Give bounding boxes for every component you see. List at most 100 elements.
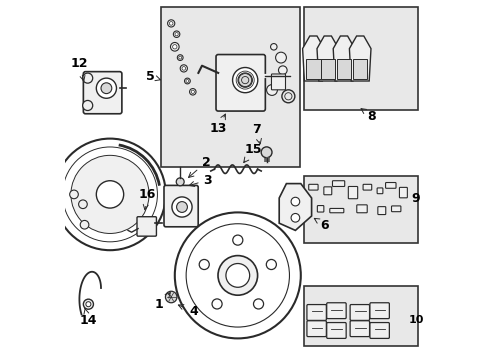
Circle shape xyxy=(253,299,264,309)
Circle shape xyxy=(275,52,286,63)
Circle shape xyxy=(238,73,252,87)
FancyBboxPatch shape xyxy=(377,188,383,194)
Circle shape xyxy=(86,302,91,307)
Circle shape xyxy=(212,299,222,309)
Circle shape xyxy=(186,80,189,82)
Circle shape xyxy=(233,67,258,93)
Circle shape xyxy=(270,44,277,50)
Polygon shape xyxy=(279,184,312,230)
Text: 10: 10 xyxy=(408,315,424,325)
Text: 9: 9 xyxy=(412,192,420,204)
Circle shape xyxy=(175,32,178,36)
FancyBboxPatch shape xyxy=(350,321,369,337)
Bar xyxy=(162,7,300,167)
Circle shape xyxy=(180,65,187,72)
Circle shape xyxy=(101,83,112,94)
FancyBboxPatch shape xyxy=(357,205,367,213)
FancyBboxPatch shape xyxy=(83,72,122,114)
FancyBboxPatch shape xyxy=(330,208,344,213)
Circle shape xyxy=(278,66,287,75)
Circle shape xyxy=(176,202,187,212)
Polygon shape xyxy=(333,36,355,81)
FancyBboxPatch shape xyxy=(378,207,386,215)
FancyBboxPatch shape xyxy=(164,185,198,227)
Text: 2: 2 xyxy=(189,156,211,177)
Polygon shape xyxy=(353,59,368,79)
FancyBboxPatch shape xyxy=(307,305,326,320)
FancyBboxPatch shape xyxy=(327,303,346,319)
Polygon shape xyxy=(303,36,324,81)
Circle shape xyxy=(218,256,258,295)
Circle shape xyxy=(97,78,117,98)
Polygon shape xyxy=(317,36,339,81)
Circle shape xyxy=(182,67,186,70)
Circle shape xyxy=(291,213,300,222)
Circle shape xyxy=(80,220,89,229)
Circle shape xyxy=(172,197,192,217)
FancyBboxPatch shape xyxy=(370,303,390,319)
Text: 7: 7 xyxy=(252,123,261,144)
Circle shape xyxy=(54,139,166,250)
Circle shape xyxy=(70,190,78,199)
Bar xyxy=(304,7,418,110)
Polygon shape xyxy=(306,59,320,79)
FancyBboxPatch shape xyxy=(327,323,346,338)
FancyBboxPatch shape xyxy=(399,187,407,198)
Circle shape xyxy=(71,156,149,234)
Circle shape xyxy=(83,73,93,83)
Circle shape xyxy=(176,178,184,186)
Text: 3: 3 xyxy=(189,174,212,186)
Circle shape xyxy=(185,78,190,84)
FancyBboxPatch shape xyxy=(216,54,266,111)
Text: 12: 12 xyxy=(71,57,88,81)
Circle shape xyxy=(275,77,283,85)
Circle shape xyxy=(83,100,93,111)
Circle shape xyxy=(171,42,179,51)
Text: 11: 11 xyxy=(0,359,1,360)
Circle shape xyxy=(233,235,243,245)
Circle shape xyxy=(199,260,209,270)
Circle shape xyxy=(261,147,272,158)
Circle shape xyxy=(226,264,250,287)
Text: 6: 6 xyxy=(314,219,329,231)
Text: 1: 1 xyxy=(155,293,171,311)
FancyBboxPatch shape xyxy=(350,305,369,320)
Polygon shape xyxy=(320,59,335,79)
FancyBboxPatch shape xyxy=(318,206,324,212)
FancyBboxPatch shape xyxy=(271,74,286,90)
FancyBboxPatch shape xyxy=(392,206,401,212)
FancyBboxPatch shape xyxy=(137,217,156,236)
Polygon shape xyxy=(337,59,351,79)
FancyBboxPatch shape xyxy=(324,187,332,195)
Circle shape xyxy=(190,89,196,95)
Circle shape xyxy=(291,197,300,206)
FancyBboxPatch shape xyxy=(309,184,318,190)
Circle shape xyxy=(97,181,123,208)
FancyBboxPatch shape xyxy=(348,186,358,199)
Text: 13: 13 xyxy=(209,114,226,135)
Circle shape xyxy=(191,90,195,94)
Text: 16: 16 xyxy=(139,188,156,210)
Circle shape xyxy=(173,31,180,37)
Text: 4: 4 xyxy=(178,305,198,318)
Text: 15: 15 xyxy=(244,143,263,162)
Circle shape xyxy=(172,45,177,49)
Bar xyxy=(304,286,418,346)
Text: 5: 5 xyxy=(146,70,161,83)
FancyBboxPatch shape xyxy=(363,184,372,190)
FancyBboxPatch shape xyxy=(307,321,326,337)
Circle shape xyxy=(266,260,276,270)
Circle shape xyxy=(168,20,175,27)
Text: 8: 8 xyxy=(361,109,376,122)
Circle shape xyxy=(170,22,173,25)
Polygon shape xyxy=(349,36,371,81)
Text: 14: 14 xyxy=(79,309,97,327)
Circle shape xyxy=(179,56,182,59)
Bar xyxy=(304,176,418,243)
Circle shape xyxy=(175,212,301,338)
Circle shape xyxy=(83,299,94,309)
Circle shape xyxy=(267,85,277,95)
Circle shape xyxy=(166,291,177,303)
FancyBboxPatch shape xyxy=(370,323,390,338)
FancyBboxPatch shape xyxy=(386,183,396,188)
